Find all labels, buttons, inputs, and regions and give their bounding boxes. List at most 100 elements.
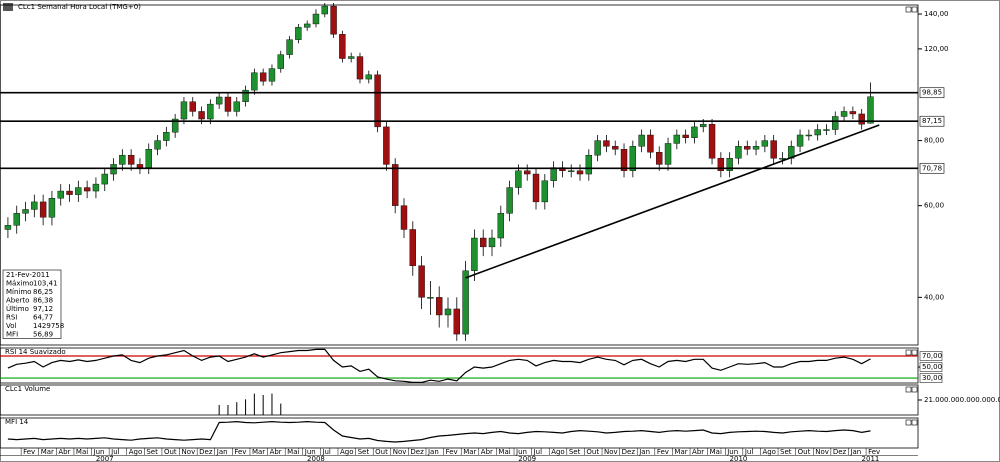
x-tick-label: Jun: [515, 448, 527, 456]
y-tick-label: 50,00: [922, 363, 942, 371]
x-tick-label: Jul: [744, 448, 754, 456]
candle-body: [154, 140, 161, 150]
candle-body: [638, 134, 645, 147]
info-value: 1429758: [33, 322, 64, 330]
y-tick-label: 40,00: [924, 293, 944, 301]
candle-body: [779, 158, 786, 160]
candle-body: [541, 180, 549, 203]
candle-body: [101, 173, 108, 185]
candle-body: [277, 54, 284, 69]
x-tick-label: Jan: [638, 448, 650, 456]
info-value: 56,89: [33, 331, 53, 339]
candle-body: [383, 126, 390, 165]
candle-body: [312, 13, 320, 25]
rsi-line: [7, 348, 871, 383]
volume-title: CLc1 Volume: [5, 385, 50, 393]
candle-body: [550, 167, 557, 181]
candle-body: [215, 96, 223, 105]
candle-body: [752, 146, 760, 150]
candle-body: [374, 74, 381, 128]
candle-body: [576, 170, 584, 175]
candle-body: [92, 183, 100, 192]
x-tick-label: Ago: [340, 448, 354, 456]
candle-body: [268, 68, 276, 82]
x-tick-label: Dez: [410, 448, 424, 456]
candle-body: [629, 146, 637, 171]
year-label: 2008: [307, 455, 325, 462]
y-tick-label: 120,00: [924, 45, 949, 53]
x-tick-label: Fev: [234, 448, 246, 456]
candle-body: [31, 201, 38, 210]
candle-body: [453, 308, 460, 335]
candle-body: [532, 173, 540, 203]
candle-body: [647, 134, 654, 153]
level-label: 87,15: [922, 117, 942, 125]
x-tick-label: Jan: [427, 448, 439, 456]
x-tick-label: Nov: [604, 448, 618, 456]
info-label: Mínimo: [6, 288, 31, 296]
candle-body: [75, 187, 82, 195]
info-value: 86,25: [33, 288, 53, 296]
info-label: RSI: [6, 314, 17, 322]
x-tick-label: Set: [569, 448, 581, 456]
candle-body: [224, 96, 232, 112]
x-tick-label: Jan: [849, 448, 861, 456]
x-tick-label: Mai: [287, 448, 299, 456]
x-tick-label: Nov: [182, 448, 196, 456]
panel-button: [911, 419, 918, 426]
y-tick-label: 60,00: [924, 202, 944, 210]
x-tick-label: Jul: [321, 448, 331, 456]
x-tick-label: Abr: [481, 448, 493, 456]
x-tick-label: Mai: [76, 448, 88, 456]
candle-body: [603, 140, 610, 147]
candle-body: [673, 134, 681, 144]
icon: [3, 3, 13, 11]
candle-body: [506, 187, 513, 214]
candle-body: [347, 56, 355, 59]
x-tick-label: Out: [586, 448, 599, 456]
candle-body: [867, 96, 874, 124]
info-value: 103,41: [33, 280, 58, 288]
candle-body: [471, 237, 478, 271]
info-box: [2, 269, 62, 339]
candle-body: [840, 111, 848, 117]
x-tick-label: Fev: [23, 448, 35, 456]
chart-title: CLc1 Semanal Hora Local (TMG+0): [18, 3, 141, 11]
x-tick-label: Out: [798, 448, 811, 456]
info-label: Último: [6, 304, 29, 313]
tick-label-box: [919, 351, 943, 361]
candle-body: [515, 170, 522, 188]
candle-body: [726, 158, 733, 171]
candle-body: [594, 140, 601, 156]
candle-body: [57, 190, 64, 199]
candle-body: [4, 225, 12, 230]
candle-body: [480, 237, 487, 248]
x-tick-label: Abr: [58, 448, 70, 456]
panel-button: [911, 386, 918, 393]
level-label-box: [919, 115, 945, 127]
candle-body: [462, 270, 469, 335]
candle-body: [330, 5, 337, 35]
candle-body: [198, 111, 205, 120]
candle-body: [180, 101, 188, 120]
candle-body: [796, 134, 804, 147]
mfi-title: MFI 14: [5, 418, 29, 426]
candle-body: [119, 154, 126, 165]
rsi-title: RSI 14 Suavizado: [5, 348, 66, 356]
x-tick-label: Nov: [393, 448, 407, 456]
info-date: 21-Fev-2011: [6, 271, 50, 279]
candle-body: [233, 101, 240, 112]
candle-body: [145, 149, 152, 168]
candle-body: [39, 201, 47, 218]
candle-body: [682, 134, 689, 138]
x-tick-label: Set: [780, 448, 792, 456]
candle-body: [427, 297, 434, 299]
level-label: 70,78: [922, 164, 942, 172]
x-tick-label: Mar: [674, 448, 687, 456]
candle-body: [66, 190, 73, 195]
y-tick-label: 21.000.000.000.000.000: [924, 396, 1000, 404]
x-tick-label: Set: [358, 448, 370, 456]
candle-body: [400, 205, 408, 230]
candle-body: [83, 187, 91, 192]
